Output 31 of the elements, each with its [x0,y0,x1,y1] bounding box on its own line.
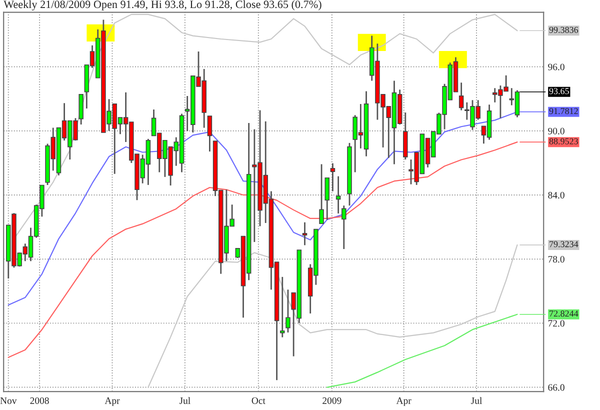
annotation: 93.65 [549,88,569,94]
y-tick-label: 78.0 [548,256,564,263]
x-tick-label: Apr [396,397,412,406]
y-tick-label: 90.0 [548,128,564,134]
candlestick [319,164,324,224]
x-tick-label: Nov [0,397,17,404]
x-tick-label: 2009 [322,397,342,404]
candlestick [336,176,341,214]
data-label: 88.9523 [549,138,578,144]
y-tick-label: 66.0 [548,384,564,391]
x-tick-label: Jul [179,397,190,404]
x-tick-label: Jul [471,397,482,404]
candlestick [302,222,308,246]
x-tick-label: Apr [104,397,120,406]
candlestick [207,115,212,152]
y-tick-label: 72.0 [548,320,564,327]
chart-title: Weekly 21/08/2009 Open 91.49, Hi 93.8, Lo 91.28, Close 93.65 (0.7%) [4,0,322,10]
data-label: 79.3234 [550,241,578,248]
data-label: 72.8244 [550,310,578,317]
data-label: 99.3836 [549,26,578,33]
x-tick-label: Oct [252,397,266,404]
x-tick-label: 2008 [30,397,49,404]
y-tick-label: 84.0 [548,192,564,198]
data-label: 91.7812 [549,108,578,114]
candlestick [286,288,290,334]
candlestick [342,204,346,250]
candlestick [324,177,330,220]
candlestick [330,162,336,192]
candlestick [280,276,285,338]
y-tick-label: 96.0 [548,64,564,70]
candlestick [458,82,464,111]
